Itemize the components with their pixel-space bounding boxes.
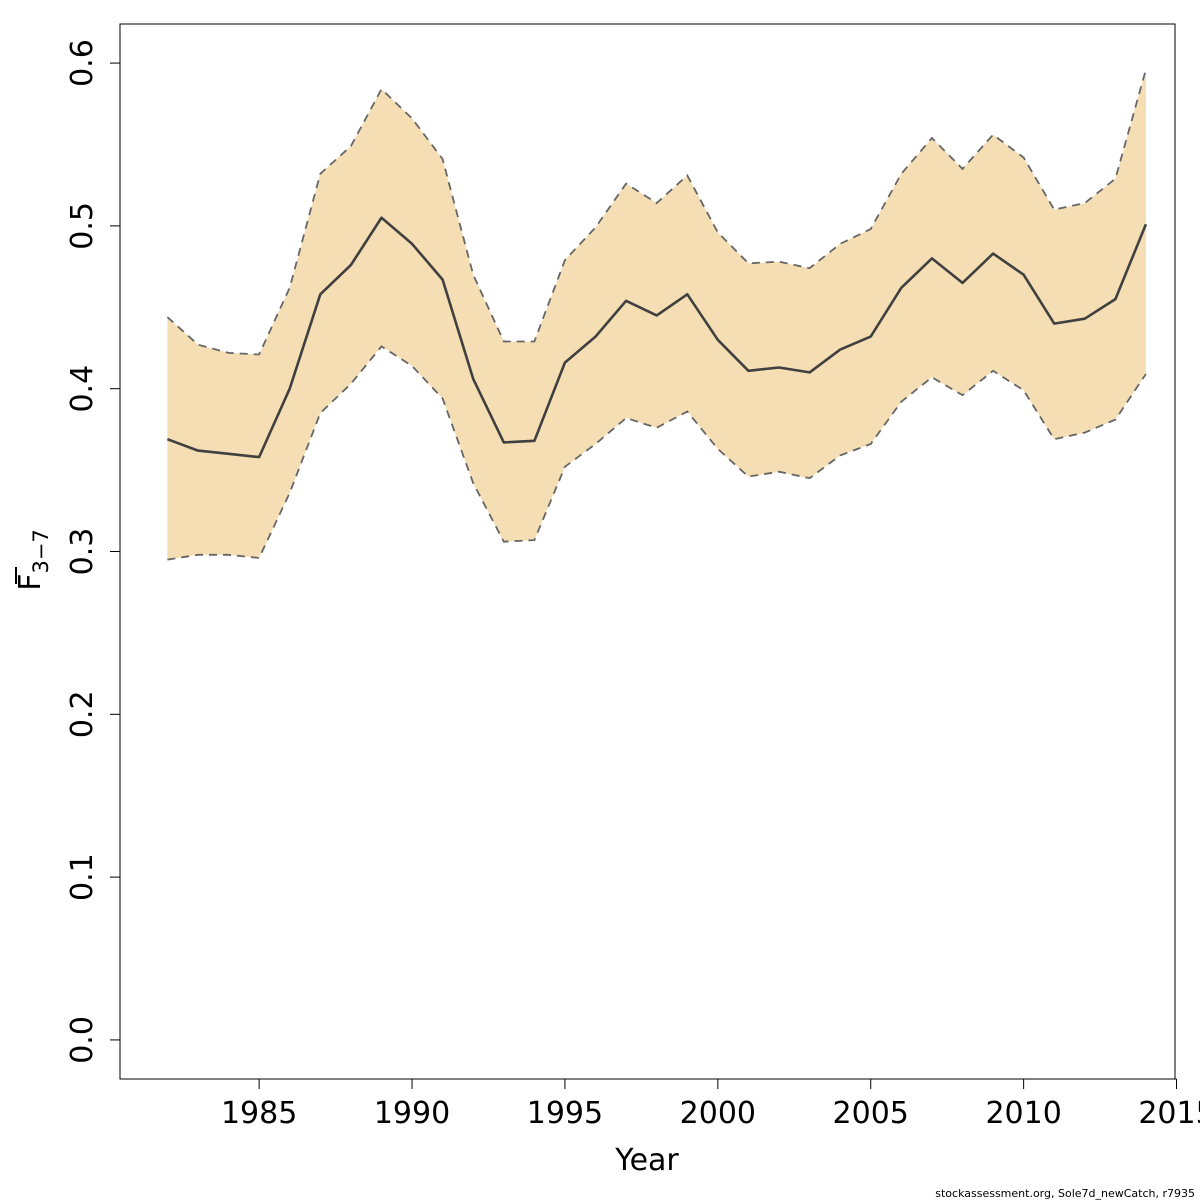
y-tick-label: 0.5 (65, 202, 100, 250)
y-tick-label: 0.6 (65, 39, 100, 87)
plot-area (166, 69, 1148, 561)
x-axis-title: Year (614, 1143, 679, 1178)
footer-text: stockassessment.org, Sole7d_newCatch, r7… (935, 1187, 1195, 1200)
y-tick-label: 0.1 (65, 853, 100, 901)
lower-bound-line (167, 345, 1147, 561)
estimate-line (166, 216, 1148, 459)
x-tick-label: 1985 (221, 1096, 297, 1131)
x-tick-label: 1990 (374, 1096, 450, 1131)
y-axis-title-main: F (13, 574, 48, 591)
y-tick-label: 0.2 (65, 690, 100, 738)
x-tick-label: 2015 (1138, 1096, 1200, 1131)
y-tick-label: 0.4 (65, 365, 100, 413)
y-axis-title: F3−7 (13, 529, 53, 591)
x-tick-label: 2010 (985, 1096, 1061, 1131)
axes: 1985 1990 1995 2000 2005 2010 2015 0.0 0.1 0.2 0.3… (65, 39, 1200, 1131)
x-tick-label: 2000 (680, 1096, 756, 1131)
y-axis-title-sub: 3−7 (29, 529, 53, 573)
upper-bound-line (166, 69, 1147, 356)
y-tick-label: 0.0 (65, 1016, 100, 1064)
y-tick-label: 0.3 (65, 528, 100, 576)
x-tick-label: 1995 (527, 1096, 603, 1131)
svg-text:F3−7: F3−7 (13, 529, 53, 591)
x-tick-label: 2005 (833, 1096, 909, 1131)
